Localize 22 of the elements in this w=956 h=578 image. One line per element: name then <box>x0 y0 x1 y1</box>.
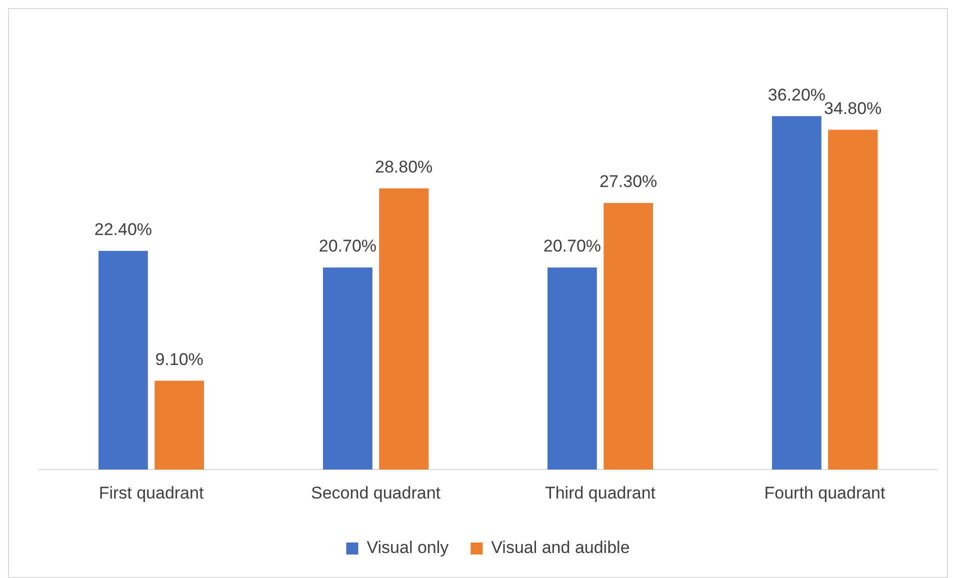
data-label: 27.30% <box>599 172 658 192</box>
x-tick-label: First quadrant <box>98 483 204 502</box>
data-label: 22.40% <box>94 220 152 240</box>
x-tick-label: Fourth quadrant <box>764 483 886 502</box>
x-tick-label: Second quadrant <box>311 483 441 502</box>
bar <box>98 250 148 470</box>
data-label: 36.20% <box>768 85 826 104</box>
legend-label: Visual and audible <box>491 538 630 558</box>
bar <box>322 267 372 470</box>
bar <box>604 203 654 470</box>
data-label: 20.70% <box>543 236 602 256</box>
bar <box>547 267 597 470</box>
data-label: 20.70% <box>318 236 377 256</box>
data-label: 34.80% <box>824 98 882 118</box>
bar <box>379 188 429 470</box>
bar <box>828 130 878 470</box>
data-label: 9.10% <box>155 350 204 369</box>
x-tick-label: Third quadrant <box>544 483 656 502</box>
bar <box>772 116 822 470</box>
bar <box>154 380 204 470</box>
legend-label: Visual only <box>366 538 450 558</box>
data-label: 28.80% <box>374 158 433 177</box>
